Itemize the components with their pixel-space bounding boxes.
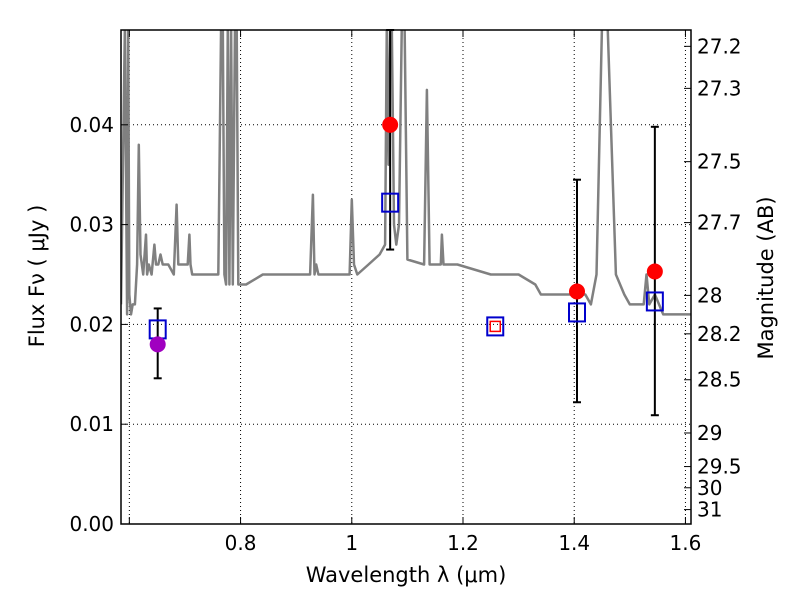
model-square [486,316,505,337]
data-points [148,29,664,417]
model-square [645,291,664,312]
x-tick-label: 1 [345,531,358,555]
observed-point [569,283,585,300]
upper-limit-square [489,320,502,333]
tick-labels: 0.8 1 1.2 1.4 1.6 0.00 0.01 0.02 0.03 0.04 27.2 27.… [69,34,741,555]
axes [120,29,692,525]
magnitude-tick-label: 28 [697,283,722,307]
tick-marks [121,30,691,525]
y-tick-label: 0.00 [69,512,114,536]
magnitude-tick-label: 31 [697,498,722,522]
magnitude-tick-label: 27.5 [697,150,742,174]
observed-point [382,116,399,133]
spectrum-line [121,30,691,316]
y-tick-label: 0.02 [69,312,114,336]
magnitude-axis-label: Magnitude (AB) [754,196,778,359]
plot-frame [120,29,692,525]
x-tick-label: 1.2 [447,531,479,555]
magnitude-tick-label: 29 [697,421,722,445]
magnitude-tick-label: 27.2 [697,34,742,58]
x-axis-label: Wavelength λ (μm) [306,563,507,587]
template-spectrum [121,30,691,316]
y-tick-label: 0.04 [69,113,114,137]
x-tick-label: 1.6 [670,531,702,555]
magnitude-tick-label: 27.3 [697,76,742,100]
magnitude-tick-label: 28.2 [697,322,742,346]
y-tick-label: 0.01 [69,412,114,436]
x-tick-label: 0.8 [225,531,257,555]
x-tick-label: 1.4 [558,531,590,555]
observed-point [646,263,663,280]
observed-point [149,336,166,353]
magnitude-tick-label: 29.5 [697,455,742,479]
magnitude-tick-label: 30 [697,476,722,500]
y-tick-label: 0.03 [69,213,114,237]
model-square [381,192,400,213]
magnitude-tick-label: 28.5 [697,368,742,392]
model-square [568,302,586,323]
magnitude-tick-label: 27.7 [697,211,742,235]
y-axis-label: Flux Fν ( μJy ) [25,205,49,348]
